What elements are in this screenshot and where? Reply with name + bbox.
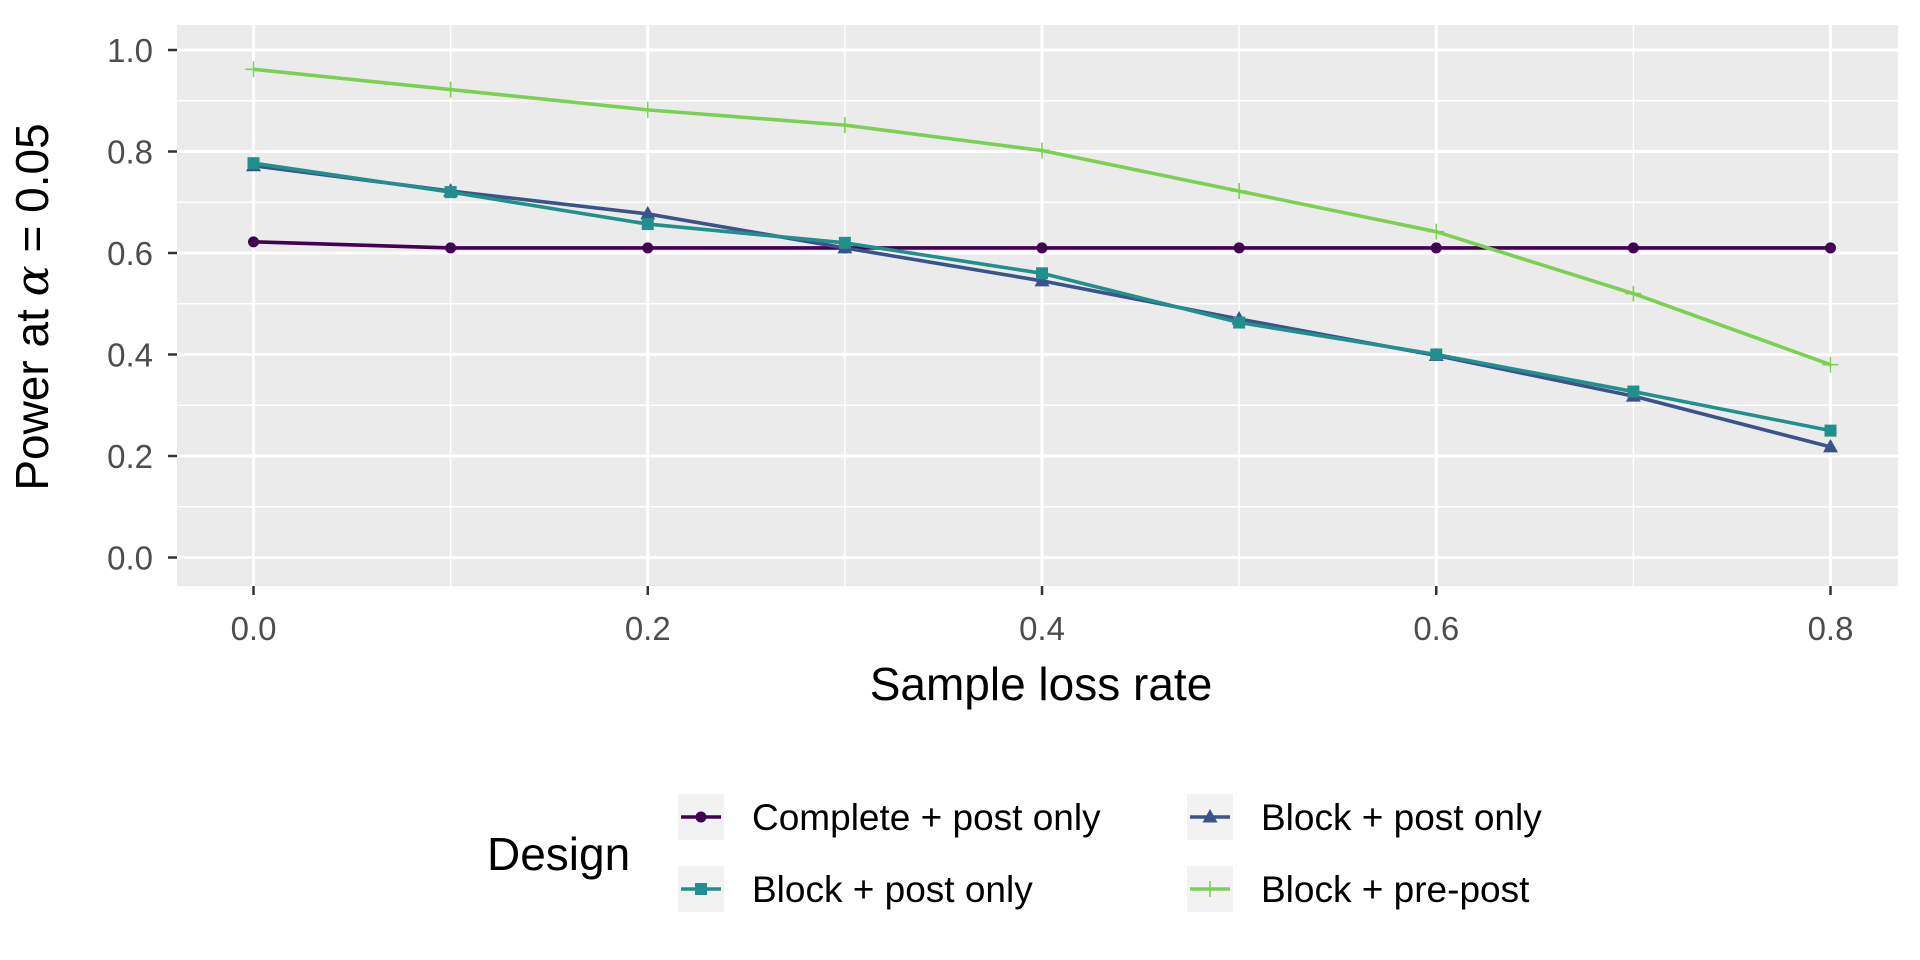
series-point — [444, 186, 457, 199]
series-point — [1822, 356, 1839, 373]
legend-item: Complete + post only — [678, 794, 1101, 840]
legend-label: Complete + post only — [752, 797, 1101, 838]
x-tick-label: 0.8 — [1808, 610, 1854, 647]
legend-label: Block + post only — [1261, 797, 1542, 838]
legend-key-marker — [1202, 809, 1218, 823]
series-3 — [245, 61, 1839, 373]
legend-items: Complete + post only Block + post only Blo… — [678, 794, 1542, 912]
x-tick-label: 0.2 — [625, 610, 671, 647]
x-tick-label: 0.4 — [1019, 610, 1065, 647]
series-point — [1824, 424, 1837, 437]
series-point — [1034, 142, 1050, 159]
series-point — [1430, 242, 1442, 254]
axis-ticks — [168, 48, 1832, 595]
series-point — [442, 81, 459, 98]
x-tick-label: 0.0 — [231, 610, 277, 647]
series-point — [1231, 183, 1248, 200]
y-tick-label: 0.2 — [107, 438, 153, 475]
series-point — [639, 101, 656, 118]
y-tick-label: 0.6 — [107, 235, 153, 272]
series-point — [1430, 348, 1443, 361]
series-point — [1625, 285, 1642, 302]
legend-label: Block + pre-post — [1261, 869, 1530, 910]
series-point — [1825, 242, 1836, 254]
series-point — [1034, 272, 1050, 287]
x-tick-label: 0.6 — [1413, 610, 1459, 647]
plot-panel — [177, 25, 1898, 586]
y-axis-title-suffix: = 0.05 — [6, 123, 58, 265]
minor-gridlines — [177, 25, 1898, 586]
y-axis-title-alpha: α — [5, 265, 59, 296]
y-axis-title: Power at α = 0.05 — [5, 123, 59, 490]
series-point — [445, 242, 457, 254]
y-tick-label: 1.0 — [107, 32, 153, 69]
series-point — [1627, 242, 1639, 254]
legend-key-marker — [695, 883, 707, 895]
legend-item: Block + post only — [1187, 794, 1542, 840]
legend-item: Block + post only — [678, 866, 1033, 912]
legend-item: Block + pre-post — [1187, 866, 1530, 912]
series-point — [245, 61, 262, 78]
series-point — [1036, 267, 1048, 280]
y-axis-title-prefix: Power at — [6, 296, 58, 490]
series-point — [836, 117, 853, 134]
y-tick-label: 0.8 — [107, 134, 153, 171]
legend-label: Block + post only — [752, 869, 1033, 910]
series-layer — [245, 61, 1839, 453]
x-tick-labels: 0.0 0.2 0.4 0.6 0.8 — [231, 610, 1854, 647]
series-point — [248, 236, 259, 248]
series-point — [1627, 385, 1640, 398]
series-point — [1233, 316, 1246, 329]
legend-title: Design — [487, 828, 630, 880]
y-tick-label: 0.4 — [107, 337, 153, 374]
series-point — [838, 236, 851, 249]
legend-key-marker — [695, 811, 707, 823]
y-tick-label: 0.0 — [107, 540, 153, 577]
series-point — [640, 205, 656, 220]
series-2 — [247, 157, 1837, 437]
series-point — [1428, 223, 1445, 240]
series-point — [1233, 242, 1245, 254]
series-point — [1823, 438, 1838, 453]
series-point — [642, 242, 654, 254]
series-point — [1036, 242, 1048, 254]
legend: Design Complete + post only Block + post … — [487, 794, 1542, 912]
series-point — [247, 157, 260, 170]
y-tick-labels: 0.0 0.2 0.4 0.6 0.8 1.0 — [107, 32, 153, 577]
legend-key-marker — [1202, 881, 1218, 897]
series-point — [641, 218, 654, 231]
x-axis-title: Sample loss rate — [870, 658, 1213, 710]
